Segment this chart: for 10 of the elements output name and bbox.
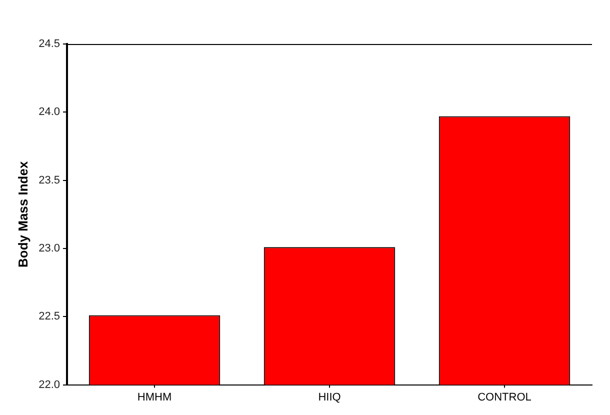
x-tick-label: HIIQ xyxy=(318,391,342,404)
y-tick-label: 22.5 xyxy=(38,310,60,323)
y-tick-label: 23.0 xyxy=(38,242,60,255)
x-tick-label: CONTROL xyxy=(478,391,532,404)
y-tick-label: 23.5 xyxy=(38,174,60,186)
y-tick-label: 22.0 xyxy=(38,378,60,391)
x-tick-label: HMHM xyxy=(137,391,172,404)
y-axis-title: Body Mass Index xyxy=(15,160,30,268)
y-tick-label: 24.5 xyxy=(38,38,60,50)
y-tick-label: 24.0 xyxy=(38,106,60,118)
